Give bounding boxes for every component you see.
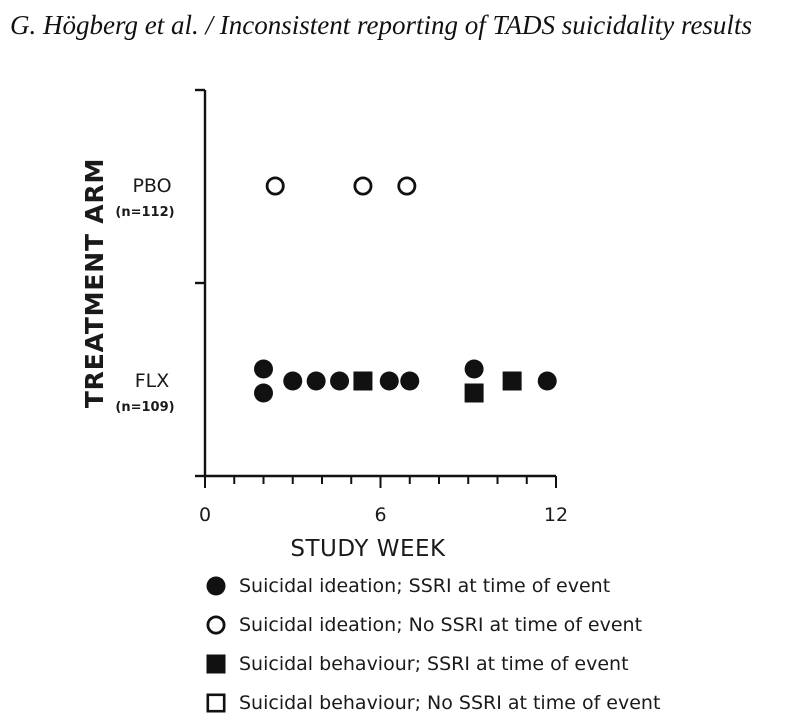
data-point-open-circle <box>397 176 417 196</box>
category-label: FLX <box>135 370 170 392</box>
legend-label: Suicidal behaviour; No SSRI at time of e… <box>239 691 661 714</box>
legend-symbol <box>206 654 226 673</box>
legend-marker-filled-circle <box>206 576 226 595</box>
legend-marker-open-circle <box>206 614 226 635</box>
legend-marker-open-square <box>206 692 226 712</box>
data-point-filled-square <box>502 371 522 391</box>
x-axis-title: STUDY WEEK <box>290 536 446 562</box>
x-tick-label: 12 <box>544 504 568 526</box>
data-point-filled-circle <box>254 359 273 379</box>
data-point-filled-circle <box>379 371 399 391</box>
legend: Suicidal ideation; SSRI at time of event… <box>205 572 660 728</box>
legend-symbol <box>206 614 226 635</box>
data-point-filled-circle <box>306 371 326 391</box>
legend-symbol <box>206 576 226 595</box>
legend-symbol <box>206 692 226 712</box>
x-tick-label: 0 <box>199 504 211 526</box>
category-sublabel: (n=109) <box>115 400 174 415</box>
axes <box>195 88 557 488</box>
data-point-filled-circle <box>464 359 484 379</box>
data-point-filled-square <box>353 371 373 391</box>
category-label: PBO <box>132 175 171 197</box>
page-header: G. Högberg et al. / Inconsistent reporti… <box>10 10 752 40</box>
data-point-filled-circle <box>400 371 420 391</box>
legend-item: Suicidal ideation; SSRI at time of event <box>205 572 660 599</box>
data-point-filled-circle <box>283 371 303 391</box>
legend-item: Suicidal behaviour; No SSRI at time of e… <box>205 689 660 716</box>
data-point-filled-circle <box>537 371 557 391</box>
data-marks <box>254 176 557 403</box>
data-point-filled-circle <box>254 383 273 403</box>
legend-label: Suicidal ideation; No SSRI at time of ev… <box>239 613 643 636</box>
axis-labels: 0 6 12 STUDY WEEK TREATMENT ARM PBO (n=112) FLX… <box>80 158 568 562</box>
legend-label: Suicidal behaviour; SSRI at time of even… <box>239 652 629 675</box>
legend-item: Suicidal ideation; No SSRI at time of ev… <box>205 611 660 638</box>
x-tick-label: 6 <box>374 504 386 526</box>
legend-marker-filled-square <box>206 654 226 673</box>
data-point-open-circle <box>353 176 373 196</box>
legend-item: Suicidal behaviour; SSRI at time of even… <box>205 650 660 677</box>
category-sublabel: (n=112) <box>115 205 174 220</box>
y-axis-title: TREATMENT ARM <box>80 158 109 408</box>
scatter-chart: 0 6 12 STUDY WEEK TREATMENT ARM PBO (n=112) FLX… <box>80 88 568 562</box>
data-point-filled-square <box>464 383 484 403</box>
legend-label: Suicidal ideation; SSRI at time of event <box>239 574 611 597</box>
data-point-open-circle <box>265 176 285 196</box>
data-point-filled-circle <box>330 371 350 391</box>
